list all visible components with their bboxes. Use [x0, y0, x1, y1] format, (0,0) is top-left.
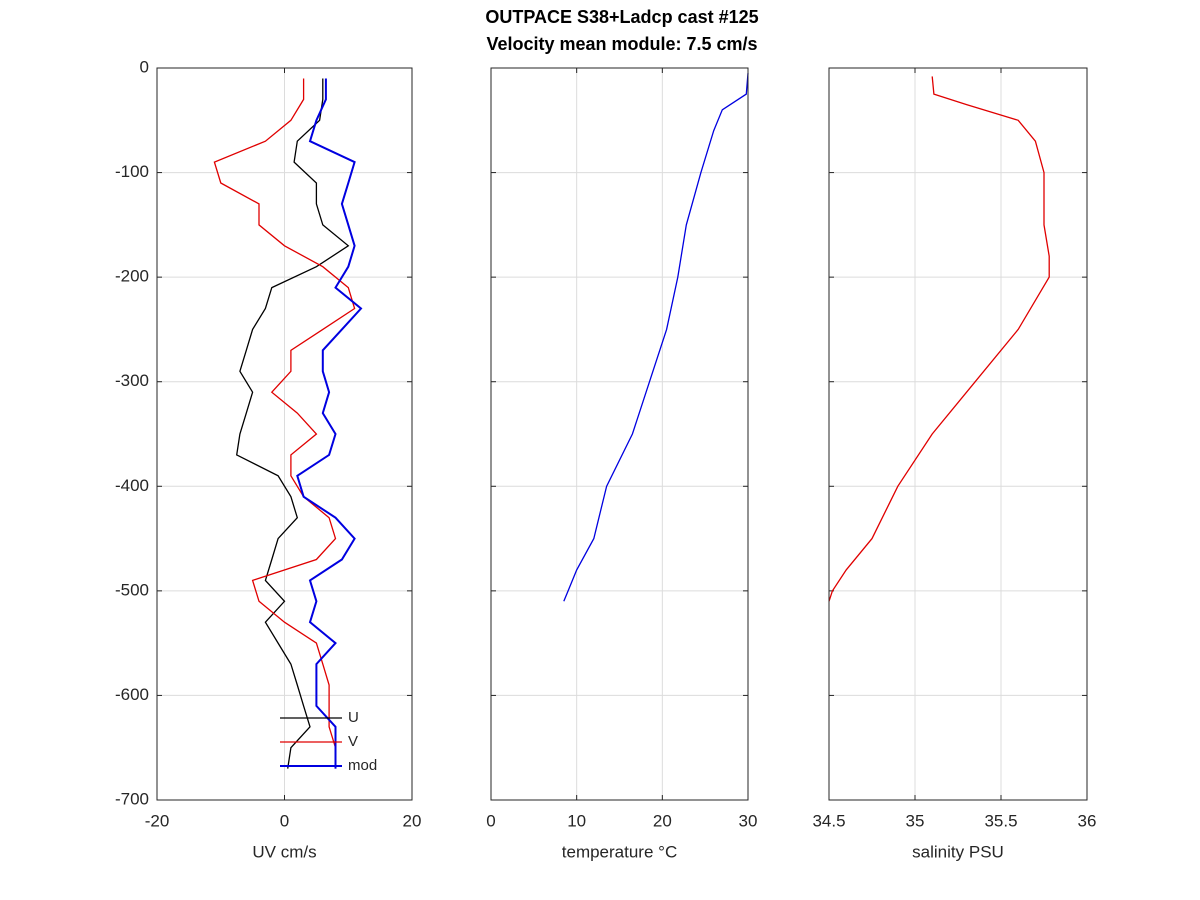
title-line: Velocity mean module: 7.5 cm/s: [486, 34, 757, 54]
x-tick-label: 10: [567, 811, 586, 830]
axes-box: [156, 67, 413, 801]
profile-line: [235, 78, 350, 769]
y-tick-label: -300: [115, 371, 149, 390]
y-tick-label: 0: [140, 57, 149, 76]
x-axis-label: UV cm/s: [252, 842, 316, 861]
y-tick-label: -500: [115, 580, 149, 599]
x-tick-label: 35.5: [984, 811, 1017, 830]
x-tick-label: 20: [653, 811, 672, 830]
y-tick-label: -400: [115, 476, 149, 495]
title-line: OUTPACE S38+Ladcp cast #125: [485, 7, 758, 27]
y-tick-label: -100: [115, 162, 149, 181]
profile-line: [563, 73, 749, 602]
x-axis-label: salinity PSU: [912, 842, 1004, 861]
x-tick-label: 0: [486, 811, 495, 830]
x-tick-label: 34.5: [812, 811, 845, 830]
y-tick-label: -600: [115, 685, 149, 704]
profile-line: [213, 78, 356, 769]
y-tick-label: -200: [115, 267, 149, 286]
x-tick-label: 35: [906, 811, 925, 830]
x-tick-label: 20: [403, 811, 422, 830]
axes-box: [490, 67, 749, 801]
x-axis-label: temperature °C: [562, 842, 677, 861]
x-tick-label: 0: [280, 811, 289, 830]
profile-line: [828, 76, 1050, 602]
x-tick-label: -20: [145, 811, 170, 830]
x-tick-label: 30: [739, 811, 758, 830]
profile-line: [296, 78, 363, 769]
legend-label: mod: [348, 757, 377, 774]
y-tick-label: -700: [115, 789, 149, 808]
legend-label: U: [348, 709, 359, 726]
x-tick-label: 36: [1078, 811, 1097, 830]
legend-label: V: [348, 733, 358, 750]
axes-box: [828, 67, 1088, 801]
